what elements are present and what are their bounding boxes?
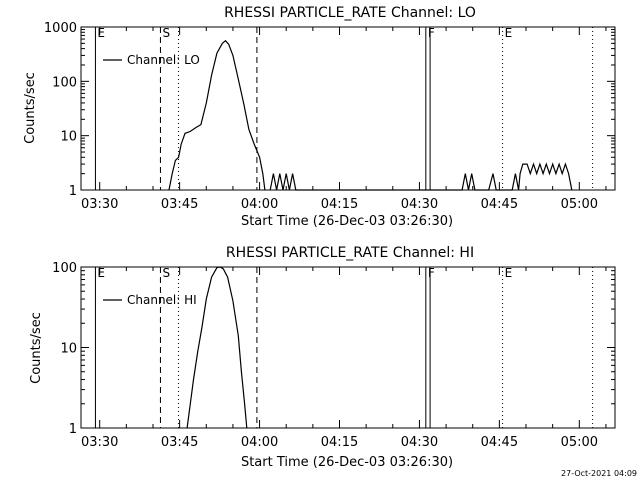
- x-tick-label: 03:30: [81, 435, 118, 450]
- y-tick-label: 1000: [44, 21, 77, 36]
- x-tick-label: 04:00: [241, 197, 278, 212]
- x-tick-label: 04:15: [321, 435, 358, 450]
- y-tick-label: 100: [52, 75, 77, 90]
- event-marker-label: E: [505, 266, 513, 280]
- plot-frame: [80, 266, 616, 429]
- hi-panel: RHESSI PARTICLE_RATE Channel: HI Counts/…: [29, 245, 616, 470]
- y-tick-label: 1: [69, 422, 77, 437]
- series-line: [186, 266, 248, 429]
- x-axis-label: Start Time (26-Dec-03 03:26:30): [241, 214, 453, 229]
- lo-panel: RHESSI PARTICLE_RATE Channel: LO Counts/…: [23, 5, 616, 229]
- x-tick-label: 03:30: [81, 197, 118, 212]
- legend-label: Channel: HI: [127, 293, 197, 307]
- chart-title: RHESSI PARTICLE_RATE Channel: LO: [224, 5, 476, 21]
- x-tick-label: 03:45: [161, 435, 198, 450]
- event-marker-label: E: [97, 26, 105, 40]
- event-marker-label: E: [505, 26, 513, 40]
- chart-title: RHESSI PARTICLE_RATE Channel: HI: [226, 245, 474, 261]
- x-tick-label: 03:45: [161, 197, 198, 212]
- y-axis-label: Counts/sec: [23, 72, 38, 144]
- event-marker-label: S: [162, 266, 170, 280]
- event-marker-label: F: [428, 26, 435, 40]
- x-tick-label: 05:00: [561, 435, 598, 450]
- x-tick-label: 04:45: [481, 197, 518, 212]
- event-marker-label: E: [97, 266, 105, 280]
- event-marker-label: F: [428, 266, 435, 280]
- x-tick-label: 04:15: [321, 197, 358, 212]
- x-tick-label: 04:45: [481, 435, 518, 450]
- x-tick-label: 04:30: [401, 197, 438, 212]
- footer-date: 27-Oct-2021 04:09: [561, 469, 637, 478]
- y-tick-label: 100: [52, 261, 77, 276]
- x-tick-label: 05:00: [561, 197, 598, 212]
- event-marker-label: S: [162, 26, 170, 40]
- y-axis-label: Counts/sec: [29, 312, 44, 384]
- series-line: [168, 39, 266, 191]
- x-tick-label: 04:00: [241, 435, 278, 450]
- series-line: [269, 162, 573, 191]
- y-tick-label: 1: [69, 184, 77, 199]
- y-tick-label: 10: [60, 342, 77, 357]
- plot-frame: [80, 26, 616, 191]
- x-tick-label: 04:30: [401, 435, 438, 450]
- y-tick-label: 10: [60, 130, 77, 145]
- x-axis-label: Start Time (26-Dec-03 03:26:30): [241, 455, 453, 470]
- legend-label: Channel: LO: [127, 53, 200, 67]
